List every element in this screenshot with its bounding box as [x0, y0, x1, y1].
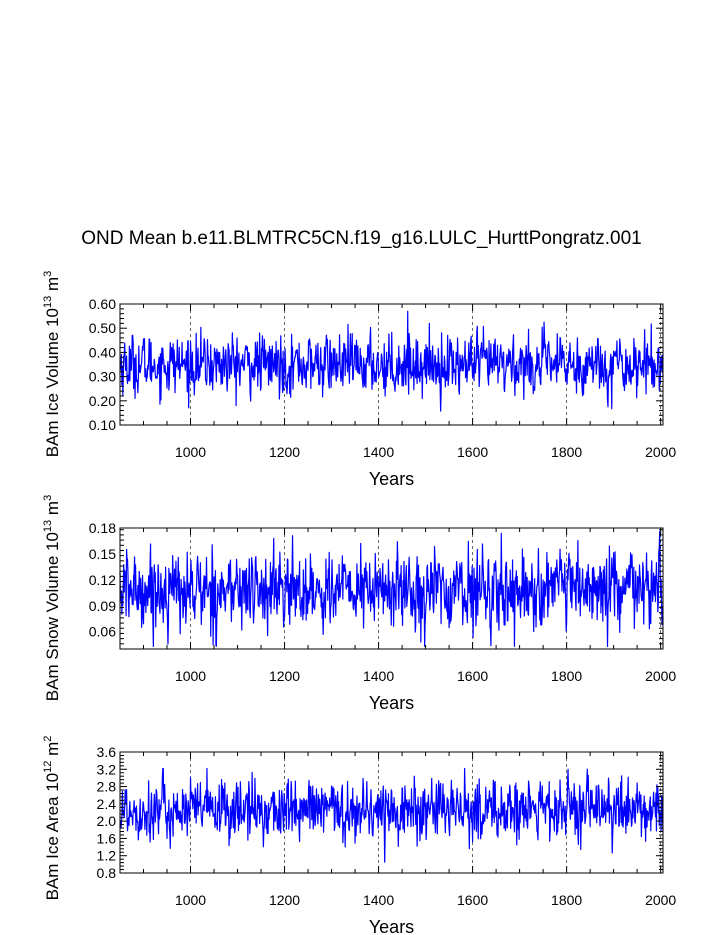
panel-ice-volume: 1000 1200 1400 1600 1800 2000 0.10 0.20 0.30 0.40…	[42, 271, 676, 489]
y-tick-label: 2.0	[97, 813, 117, 829]
y-axis-title-main: BAm Ice Area 10	[43, 773, 62, 901]
plot-frame	[119, 527, 664, 650]
x-tick-label: 1400	[363, 668, 394, 684]
x-tick-label: 1800	[551, 668, 582, 684]
y-tick-label: 0.18	[89, 520, 116, 536]
x-tick-label: 1200	[269, 892, 300, 908]
y-axis-title-unit: m	[43, 501, 62, 520]
series-line	[119, 767, 664, 863]
y-tick-label: 0.15	[89, 546, 116, 562]
y-axis-title-unit: m	[43, 277, 62, 296]
y-axis-title-unit-exponent: 3	[42, 495, 54, 501]
y-tick-label: 0.40	[89, 344, 116, 360]
x-tick-label: 2000	[645, 444, 676, 460]
y-axis-title: BAm Ice Area 1012 m2	[42, 736, 62, 901]
y-axis-title: BAm Snow Volume 1013 m3	[42, 495, 62, 701]
y-axis-title-exponent: 12	[42, 761, 54, 773]
y-axis-title-exponent: 13	[42, 296, 54, 308]
x-tick-label: 1800	[551, 444, 582, 460]
y-tick-label: 0.12	[89, 572, 116, 588]
x-tick-label: 1200	[269, 444, 300, 460]
y-tick-label: 0.30	[89, 369, 116, 385]
x-tick-label: 1000	[175, 444, 206, 460]
chart-title: OND Mean b.e11.BLMTRC5CN.f19_g16.LULC_Hu…	[81, 228, 642, 249]
x-tick-label: 1000	[175, 668, 206, 684]
y-axis-title: BAm Ice Volume 1013 m3	[42, 271, 62, 458]
y-axis-title-unit-exponent: 2	[42, 736, 54, 742]
y-tick-label: 3.6	[97, 744, 117, 760]
y-tick-label: 1.2	[97, 848, 117, 864]
y-axis-title-main: BAm Ice Volume 10	[43, 308, 62, 457]
x-tick-label: 1600	[457, 444, 488, 460]
x-tick-label: 1600	[457, 892, 488, 908]
plot-frame	[119, 303, 664, 426]
x-tick-label: 1400	[363, 444, 394, 460]
y-tick-label: 0.09	[89, 598, 116, 614]
panel-ice-area: 1000 1200 1400 1600 1800 20000.81.21.62.02.42…	[42, 736, 676, 935]
y-tick-label: 0.50	[89, 320, 116, 336]
y-tick-label: 1.6	[97, 830, 117, 846]
series-line	[119, 310, 664, 412]
y-axis-title-unit-exponent: 3	[42, 271, 54, 277]
y-tick-label: 3.2	[97, 761, 117, 777]
x-axis-title: Years	[369, 917, 414, 935]
x-tick-label: 1800	[551, 892, 582, 908]
y-axis-title-main: BAm Snow Volume 10	[43, 532, 62, 701]
series-line	[119, 530, 664, 648]
x-axis-title: Years	[369, 469, 414, 489]
y-tick-label: 0.06	[89, 624, 116, 640]
y-tick-label: 0.10	[89, 417, 116, 433]
y-axis-title-exponent: 13	[42, 520, 54, 532]
y-axis-title-unit: m	[43, 742, 62, 761]
y-tick-label: 2.8	[97, 779, 117, 795]
x-tick-label: 2000	[645, 668, 676, 684]
x-tick-label: 1400	[363, 892, 394, 908]
y-tick-label: 0.8	[97, 865, 117, 881]
y-tick-label: 2.4	[97, 796, 117, 812]
x-tick-label: 1200	[269, 668, 300, 684]
panel-snow-volume: 1000 1200 1400 1600 1800 2000 0.06 0.09 0.12 0.15…	[42, 495, 676, 713]
x-axis-title: Years	[369, 693, 414, 713]
x-tick-label: 1000	[175, 892, 206, 908]
y-tick-label: 0.20	[89, 393, 116, 409]
x-tick-label: 2000	[645, 892, 676, 908]
x-tick-label: 1600	[457, 668, 488, 684]
y-tick-label: 0.60	[89, 296, 116, 312]
plot-frame	[119, 751, 664, 874]
